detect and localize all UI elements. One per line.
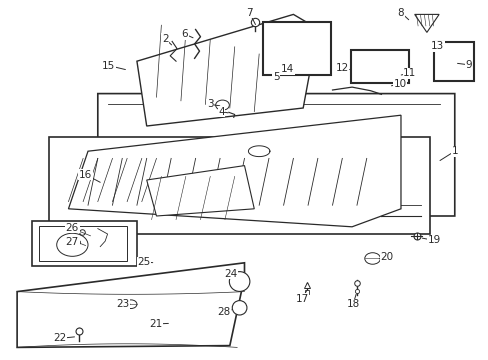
Text: 23: 23 [116, 299, 130, 309]
Text: 24: 24 [224, 269, 237, 279]
Text: 20: 20 [380, 252, 393, 262]
Text: 21: 21 [148, 319, 162, 329]
Text: 26: 26 [65, 222, 79, 233]
Bar [263, 22, 330, 75]
Circle shape [125, 300, 137, 309]
Text: 5: 5 [272, 72, 279, 82]
Ellipse shape [232, 301, 246, 315]
Text: 18: 18 [346, 299, 359, 309]
Ellipse shape [229, 271, 249, 292]
Bar [433, 42, 473, 81]
Text: 1: 1 [450, 146, 457, 156]
Bar [49, 137, 429, 234]
Text: 25: 25 [137, 257, 151, 267]
Polygon shape [98, 94, 454, 216]
Text: 8: 8 [397, 8, 404, 18]
Text: 9: 9 [464, 60, 471, 70]
Text: 19: 19 [427, 235, 440, 246]
Text: 12: 12 [335, 63, 348, 73]
Text: 22: 22 [53, 333, 66, 343]
Text: 28: 28 [217, 307, 230, 318]
Text: 11: 11 [402, 68, 416, 78]
Bar [32, 221, 137, 266]
Polygon shape [17, 263, 244, 347]
Text: 17: 17 [295, 294, 308, 304]
Circle shape [57, 233, 88, 256]
Polygon shape [414, 14, 438, 32]
Polygon shape [146, 166, 254, 216]
Text: 3: 3 [206, 99, 213, 109]
Text: 15: 15 [102, 60, 115, 71]
Text: 10: 10 [393, 79, 406, 89]
Circle shape [364, 253, 380, 264]
Text: 2: 2 [162, 34, 168, 44]
Text: 4: 4 [218, 107, 224, 117]
Text: 13: 13 [430, 41, 444, 51]
Bar [350, 50, 408, 83]
Text: 16: 16 [79, 170, 92, 180]
Bar [39, 226, 127, 261]
Polygon shape [137, 14, 317, 126]
Text: 27: 27 [65, 237, 79, 247]
Circle shape [215, 100, 229, 110]
Text: 6: 6 [181, 29, 188, 39]
Polygon shape [68, 115, 400, 227]
Text: 14: 14 [280, 64, 294, 74]
Text: 7: 7 [245, 8, 252, 18]
